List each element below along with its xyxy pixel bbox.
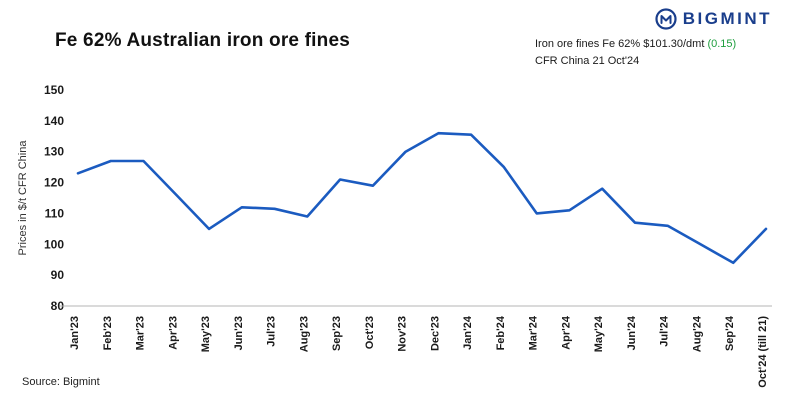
y-axis-title: Prices in $/t CFR China — [17, 140, 29, 256]
y-tick-label: 80 — [51, 299, 65, 313]
x-tick-label: Dec'23 — [429, 316, 441, 351]
x-tick-label: Jun'24 — [626, 315, 638, 350]
bigmint-m-circle-icon — [655, 8, 677, 30]
x-tick-label: Oct'23 — [364, 316, 376, 349]
y-tick-label: 150 — [44, 83, 64, 97]
x-tick-label: Jan'24 — [462, 315, 474, 350]
x-tick-label: Sep'24 — [724, 315, 736, 351]
x-tick-label: Jul'24 — [659, 315, 671, 347]
x-tick-label: Feb'24 — [495, 315, 507, 350]
y-tick-label: 100 — [44, 237, 64, 251]
source-note: Source: Bigmint — [22, 376, 100, 388]
x-tick-label: Feb'23 — [102, 316, 114, 350]
y-tick-label: 140 — [44, 114, 64, 128]
x-tick-label: Oct'24 (till 21) — [757, 316, 769, 388]
x-tick-label: Nov'23 — [397, 316, 409, 352]
x-tick-label: Mar'24 — [528, 315, 540, 350]
y-tick-label: 130 — [44, 145, 64, 159]
x-tick-label: Jun'23 — [233, 316, 245, 350]
y-tick-label: 110 — [45, 206, 65, 220]
line-chart: 80 90 100 110 120 130 140 150 Jan'23 Feb'23 Mar'23… — [17, 83, 772, 388]
price-series-line — [76, 131, 768, 265]
brand-name: BIGMINT — [682, 9, 772, 28]
x-tick-label: Aug'23 — [298, 316, 310, 352]
y-tick-label: 90 — [51, 268, 65, 282]
x-tick-label: Jul'23 — [266, 316, 278, 347]
price-annotation-text: Iron ore fines Fe 62% $101.30/dmt — [535, 38, 708, 50]
y-tick-label: 120 — [44, 176, 64, 190]
chart-title: Fe 62% Australian iron ore fines — [55, 30, 350, 51]
brand-logo: BIGMINT — [655, 8, 772, 30]
x-tick-label: May'24 — [593, 315, 605, 352]
x-tick-label: Aug'24 — [691, 315, 703, 352]
x-tick-label: Jan'23 — [69, 316, 81, 350]
x-tick-label: Apr'23 — [167, 316, 179, 350]
price-annotation: Iron ore fines Fe 62% $101.30/dmt (0.15)… — [535, 36, 770, 69]
x-tick-label: May'23 — [200, 316, 212, 352]
x-tick-label: Mar'23 — [135, 316, 147, 350]
price-annotation-line2: CFR China 21 Oct'24 — [535, 54, 640, 67]
x-tick-label: Apr'24 — [560, 315, 572, 350]
x-tick-label: Sep'23 — [331, 316, 343, 351]
price-change-value: (0.15) — [707, 38, 737, 50]
